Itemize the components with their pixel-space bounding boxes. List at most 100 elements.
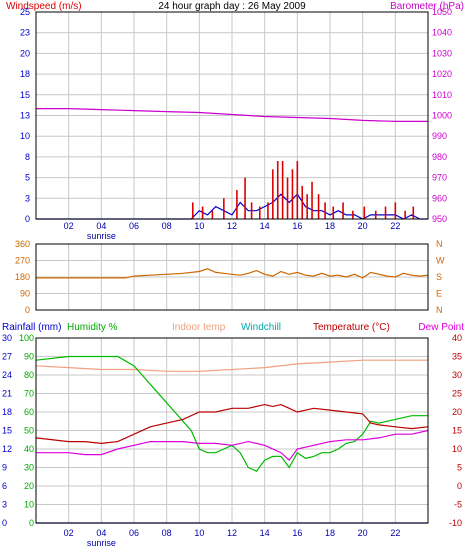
windspeed-tick-label: 15: [20, 90, 30, 100]
humidity-tick-label: 0: [29, 518, 34, 528]
humidity-tick-label: 20: [24, 481, 34, 491]
windspeed-tick-label: 5: [25, 173, 30, 183]
rainfall-tick-label: 9: [2, 463, 7, 473]
sunrise-label: sunrise: [87, 231, 116, 241]
direction-tick-label: 270: [15, 256, 30, 266]
hour-tick-label: 12: [227, 528, 237, 538]
windspeed-axis-label: Windspeed (m/s): [6, 1, 82, 12]
direction-tick-label: 360: [15, 239, 30, 249]
hour-tick-label: 18: [325, 221, 335, 231]
hour-tick-label: 10: [194, 528, 204, 538]
hour-tick-label: 04: [96, 221, 106, 231]
barometer-tick-label: 980: [432, 152, 447, 162]
temperature-tick-label: 40: [452, 333, 462, 343]
barometer-tick-label: 1030: [432, 48, 452, 58]
hour-tick-label: 10: [194, 221, 204, 231]
hour-tick-label: 18: [325, 528, 335, 538]
temperature-tick-label: 30: [452, 370, 462, 380]
hour-tick-label: 16: [292, 528, 302, 538]
hour-tick-label: 20: [358, 528, 368, 538]
barometer-tick-label: 1010: [432, 90, 452, 100]
hour-tick-label: 12: [227, 221, 237, 231]
direction-tick-label: 90: [20, 289, 30, 299]
chart-title: 24 hour graph day : 26 May 2009: [158, 1, 306, 12]
barometer-line: [36, 107, 428, 123]
temperature-panel-frame: [35, 337, 429, 524]
dewpoint-legend: Dew Point: [418, 322, 464, 333]
hour-tick-label: 08: [162, 528, 172, 538]
wind-panel-frame: [35, 11, 429, 220]
temperature-tick-label: 5: [457, 463, 462, 473]
barometer-axis-label: Barometer (hPa): [390, 1, 464, 12]
rainfall-tick-label: 24: [2, 370, 12, 380]
rainfall-tick-label: 3: [2, 500, 7, 510]
indoor-temp-legend: Indoor temp: [172, 322, 226, 333]
humidity-tick-label: 30: [24, 463, 34, 473]
hour-tick-label: 06: [129, 221, 139, 231]
hour-tick-label: 02: [64, 528, 74, 538]
humidity-tick-label: 70: [24, 389, 34, 399]
windspeed-tick-label: 3: [25, 193, 30, 203]
barometer-tick-label: 1040: [432, 28, 452, 38]
hour-tick-label: 20: [358, 221, 368, 231]
humidity-tick-label: 40: [24, 444, 34, 454]
windspeed-tick-label: 13: [20, 111, 30, 121]
hour-tick-label: 14: [260, 528, 270, 538]
temperature-tick-label: 15: [452, 426, 462, 436]
humidity-tick-label: 80: [24, 370, 34, 380]
humidity-tick-label: 60: [24, 407, 34, 417]
windspeed-tick-label: 10: [20, 131, 30, 141]
temperature-tick-label: 20: [452, 407, 462, 417]
compass-tick-label: E: [436, 289, 442, 299]
rainfall-tick-label: 12: [2, 444, 12, 454]
compass-tick-label: N: [436, 305, 443, 315]
hour-tick-label: 22: [390, 528, 400, 538]
rainfall-tick-label: 15: [2, 426, 12, 436]
humidity-tick-label: 90: [24, 352, 34, 362]
compass-tick-label: N: [436, 239, 443, 249]
temperature-axis-label: Temperature (°C): [313, 322, 390, 333]
hour-tick-label: 08: [162, 221, 172, 231]
humidity-axis-label: Humidity %: [67, 322, 118, 333]
dew-point-line: [36, 429, 429, 461]
indoor-temp-line: [35, 359, 428, 372]
windspeed-tick-label: 23: [20, 28, 30, 38]
windspeed-tick-label: 18: [20, 69, 30, 79]
windspeed-tick-label: 0: [25, 214, 30, 224]
barometer-tick-label: 950: [432, 214, 447, 224]
rainfall-axis-label: Rainfall (mm): [2, 322, 61, 333]
temperature-tick-label: -10: [449, 518, 462, 528]
hour-tick-label: 14: [260, 221, 270, 231]
direction-tick-label: 0: [25, 305, 30, 315]
direction-tick-label: 180: [15, 272, 30, 282]
rainfall-tick-label: 18: [2, 407, 12, 417]
barometer-tick-label: 990: [432, 131, 447, 141]
windspeed-tick-label: 8: [25, 152, 30, 162]
rainfall-tick-label: 21: [2, 389, 12, 399]
humidity-tick-label: 50: [24, 426, 34, 436]
hour-tick-label: 22: [390, 221, 400, 231]
temperature-tick-label: 35: [452, 352, 462, 362]
sunrise-label: sunrise: [87, 538, 116, 548]
rainfall-tick-label: 27: [2, 352, 12, 362]
direction-panel-frame: [35, 243, 429, 311]
windchill-legend: Windchill: [241, 322, 281, 333]
temperature-tick-label: 25: [452, 389, 462, 399]
hour-tick-label: 16: [292, 221, 302, 231]
barometer-tick-label: 1000: [432, 111, 452, 121]
wind-direction-line: [36, 268, 429, 279]
rainfall-tick-label: 30: [2, 333, 12, 343]
rainfall-tick-label: 6: [2, 481, 7, 491]
humidity-tick-label: 10: [24, 500, 34, 510]
windspeed-tick-label: 25: [20, 7, 30, 17]
temperature-tick-label: -5: [454, 500, 462, 510]
humidity-tick-label: 100: [19, 333, 34, 343]
hour-tick-label: 04: [96, 528, 106, 538]
hour-tick-label: 06: [129, 528, 139, 538]
windspeed-tick-label: 20: [20, 48, 30, 58]
compass-tick-label: S: [436, 272, 442, 282]
hour-tick-label: 02: [64, 221, 74, 231]
temperature-tick-label: 0: [457, 481, 462, 491]
rainfall-tick-label: 0: [2, 518, 7, 528]
temperature-line: [35, 403, 429, 445]
